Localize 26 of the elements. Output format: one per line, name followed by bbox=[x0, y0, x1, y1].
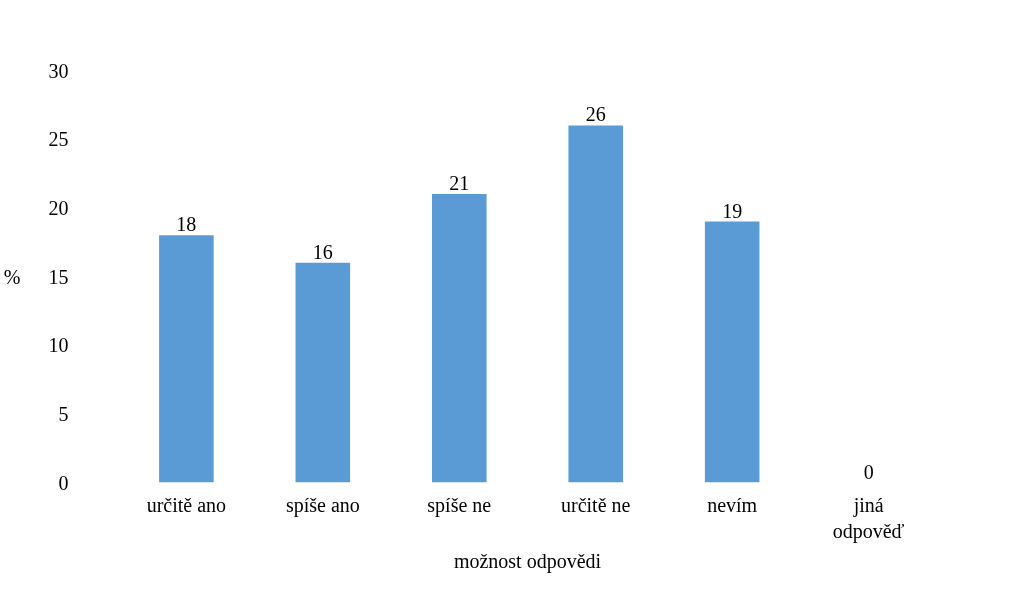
bar bbox=[159, 235, 214, 483]
bar bbox=[704, 221, 760, 483]
x-tick-label: nevím bbox=[707, 493, 758, 516]
y-tick-label: 0 bbox=[58, 471, 69, 494]
data-label: 26 bbox=[585, 103, 606, 126]
data-label: 21 bbox=[449, 172, 470, 195]
y-axis-title: % bbox=[3, 265, 21, 288]
x-axis-title: možnost odpovědi bbox=[453, 549, 602, 573]
x-tick-label: spíše ne bbox=[427, 493, 492, 517]
x-tick-label: určitě ano bbox=[146, 493, 227, 516]
x-tick-label: určitě ne bbox=[561, 493, 631, 516]
x-tick-label: spíše ano bbox=[285, 493, 360, 517]
y-tick-label: 5 bbox=[58, 402, 69, 425]
data-label: 19 bbox=[722, 199, 743, 222]
y-tick-label: 20 bbox=[48, 196, 69, 219]
x-tick-label: jiná odpověď bbox=[832, 493, 905, 543]
y-tick-label: 25 bbox=[48, 128, 69, 151]
data-label: 16 bbox=[312, 240, 333, 263]
bar bbox=[568, 125, 624, 483]
bar bbox=[431, 194, 487, 483]
data-label: 18 bbox=[176, 213, 197, 236]
y-tick-label: 30 bbox=[48, 59, 69, 82]
data-label: 0 bbox=[863, 460, 874, 483]
y-tick-label: 15 bbox=[48, 265, 69, 288]
bar bbox=[295, 262, 351, 483]
y-tick-label: 10 bbox=[48, 334, 69, 357]
